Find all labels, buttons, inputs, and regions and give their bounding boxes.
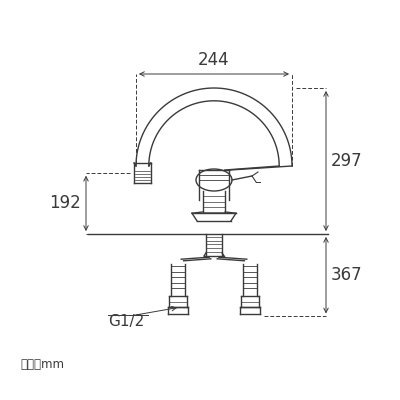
Text: 192: 192 [50,194,81,212]
Text: 367: 367 [331,266,362,284]
Text: 単位：mm: 単位：mm [20,358,64,370]
Text: 244: 244 [198,51,230,69]
Text: 297: 297 [331,152,362,170]
Text: G1/2: G1/2 [108,314,144,329]
